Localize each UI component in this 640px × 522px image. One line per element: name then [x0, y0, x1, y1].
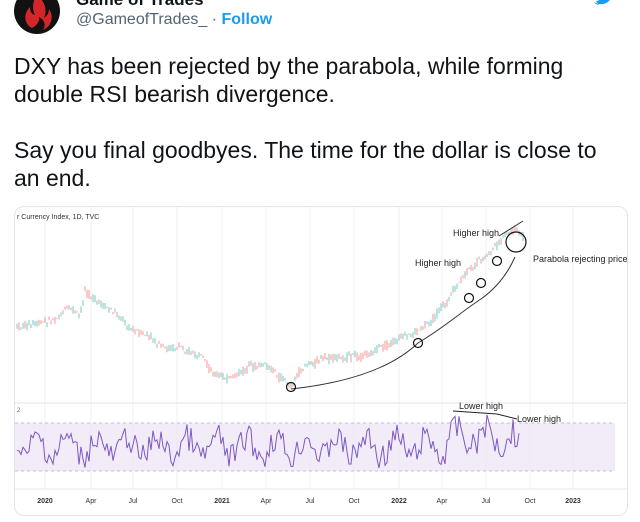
x-tick-label: Oct [172, 498, 183, 505]
rsi-divergence-line [496, 413, 518, 420]
rsi-band [15, 423, 615, 471]
x-tick-label: 2023 [565, 498, 581, 505]
tweet-text: DXY has been rejected by the parabola, w… [14, 52, 624, 192]
x-tick-label: Apr [437, 498, 449, 505]
annotation-higher-high: Higher high [453, 228, 499, 238]
follow-button[interactable]: Follow [221, 11, 273, 28]
rsi-line [16, 414, 520, 469]
separator-dot: · [211, 11, 218, 28]
tweet-media-chart[interactable]: r Currency Index, 1D, TVC Higher high Hi… [14, 206, 628, 516]
twitter-bird-icon[interactable] [592, 0, 618, 13]
x-tick-label: Apr [261, 498, 273, 505]
chart-title: r Currency Index, 1D, TVC [17, 214, 99, 221]
tweet-paragraph-2: Say you final goodbyes. The time for the… [14, 137, 597, 191]
parabola-touch-marker [412, 337, 424, 349]
tweet-paragraph-1: DXY has been rejected by the parabola, w… [14, 53, 564, 107]
rsi-divergence-line [452, 410, 498, 415]
x-tick-label: Jul [482, 498, 491, 505]
x-tick-label: Jul [306, 498, 315, 505]
x-tick-label: Oct [349, 498, 360, 505]
dxy-chart: r Currency Index, 1D, TVC Higher high Hi… [15, 207, 627, 505]
x-tick-label: 2021 [214, 498, 230, 505]
parabola-touch-marker [285, 381, 297, 393]
handle-row: @GameofTrades_ · Follow [76, 11, 272, 29]
x-tick-label: Oct [525, 498, 536, 505]
annotation-higher-high: Higher high [415, 258, 461, 268]
x-tick-label: Jul [129, 498, 138, 505]
annotation-parabola-rejecting: Parabola rejecting price [533, 254, 627, 264]
parabola-touch-marker [491, 255, 503, 267]
fire-icon [25, 0, 52, 30]
parabola-touch-marker [463, 292, 475, 304]
parabola-curve [290, 256, 516, 390]
parabola-touch-marker [475, 277, 487, 289]
annotation-lower-high: Lower high [517, 414, 561, 424]
avatar[interactable] [14, 0, 60, 34]
x-tick-label: 2020 [37, 498, 53, 505]
user-handle[interactable]: @GameofTrades_ [76, 11, 208, 28]
rsi-pane-label: 2 [17, 408, 21, 414]
display-name[interactable]: Game of Trades [76, 0, 204, 10]
rejection-marker [505, 231, 527, 253]
higher-high-trendline [498, 220, 524, 237]
x-tick-label: Apr [86, 498, 98, 505]
annotation-lower-high: Lower high [459, 401, 503, 411]
tweet-header: Game of Trades @GameofTrades_ · Follow [0, 0, 640, 40]
x-tick-label: 2022 [391, 498, 407, 505]
